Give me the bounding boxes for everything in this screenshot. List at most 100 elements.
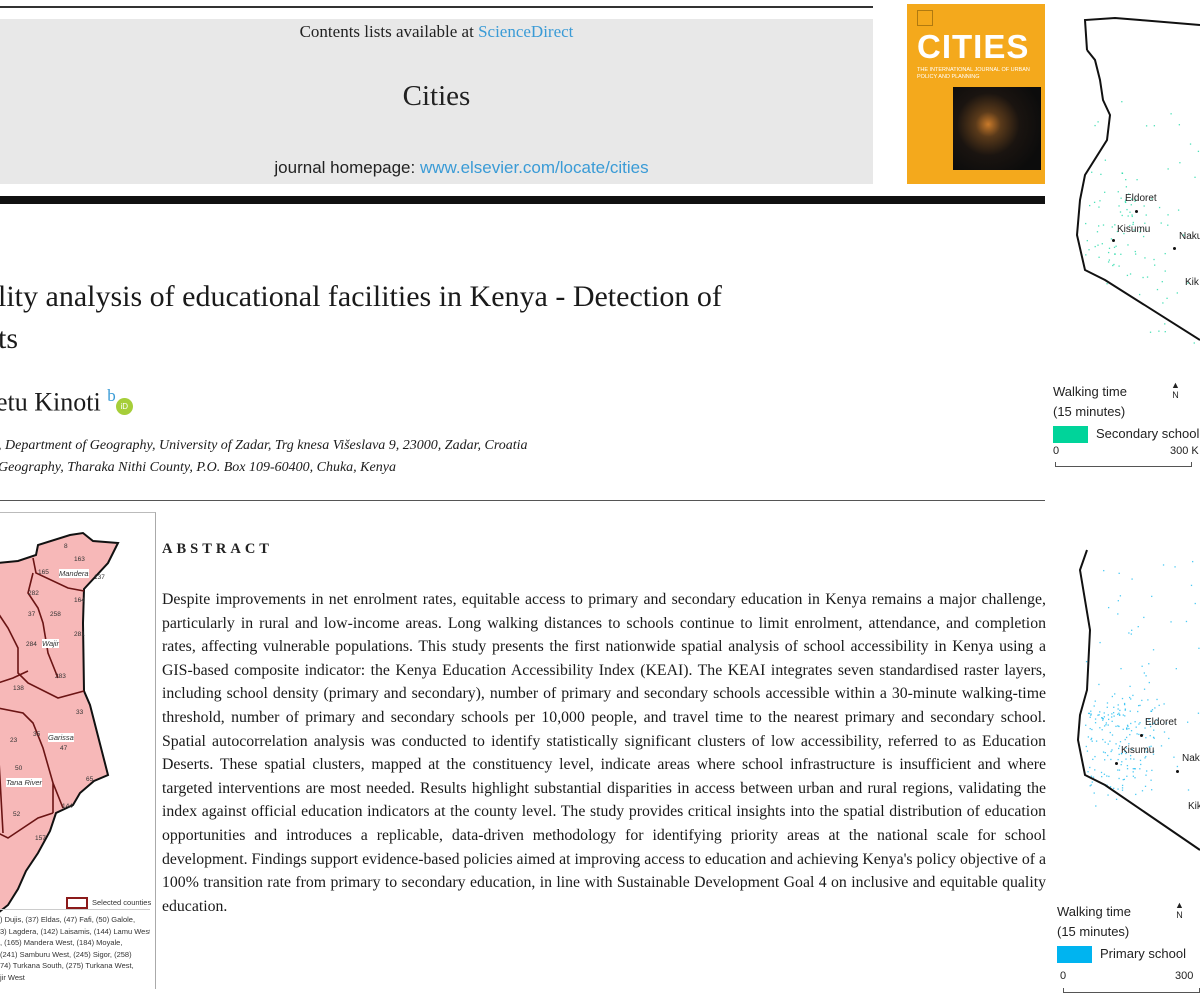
accessibility-dot: [1126, 274, 1129, 277]
scale-start: 0: [1053, 445, 1060, 457]
accessibility-dot: [1108, 775, 1110, 778]
accessibility-dot: [1125, 736, 1128, 739]
accessibility-dot: [1109, 786, 1112, 788]
accessibility-dot: [1111, 226, 1113, 228]
accessibility-dot: [1113, 787, 1115, 790]
journal-cover: CITIES THE INTERNATIONAL JOURNAL OF URBA…: [907, 4, 1045, 184]
accessibility-dot: [1101, 729, 1103, 731]
divider: [0, 500, 1045, 501]
legend-swatch: [66, 897, 88, 909]
city-marker: [1135, 210, 1138, 213]
accessibility-dot: [1153, 258, 1155, 261]
accessibility-dot: [1131, 629, 1133, 631]
city-label: Kiku: [1188, 801, 1200, 812]
accessibility-dot: [1098, 256, 1100, 258]
accessibility-dot: [1134, 250, 1136, 253]
accessibility-dot: [1138, 293, 1141, 296]
map-label: Mandera: [59, 569, 89, 578]
accessibility-dot: [1145, 719, 1148, 721]
accessibility-dot: [1154, 707, 1156, 709]
map-label: 157: [35, 835, 46, 842]
accessibility-dot: [1148, 718, 1150, 721]
accessibility-dot: [1104, 159, 1107, 161]
accessibility-dot: [1112, 264, 1114, 267]
accessibility-dot: [1131, 214, 1133, 216]
map-label: 258: [50, 611, 61, 618]
accessibility-dot: [1086, 750, 1089, 752]
map-label: 144: [62, 803, 73, 810]
accessibility-dot: [1123, 232, 1125, 235]
accessibility-dot: [1152, 753, 1155, 755]
homepage-link[interactable]: www.elsevier.com/locate/cities: [419, 158, 649, 177]
accessibility-dot: [1178, 124, 1181, 126]
accessibility-dot: [1125, 758, 1127, 760]
accessibility-dot: [1145, 755, 1147, 758]
map-label: 33: [76, 709, 84, 716]
accessibility-dot: [1163, 703, 1165, 705]
accessibility-dot: [1117, 758, 1119, 761]
map-label: 65: [86, 776, 94, 783]
caption-line: 3) Lagdera, (142) Laisamis, (144) Lamu W…: [0, 926, 150, 936]
accessibility-dot: [1194, 176, 1196, 178]
city-label: Kisumu: [1117, 224, 1151, 235]
accessibility-dot: [1114, 253, 1116, 255]
accessibility-dot: [1148, 681, 1150, 684]
accessibility-dot: [1173, 756, 1175, 758]
accessibility-dot: [1102, 719, 1104, 721]
sciencedirect-link[interactable]: ScienceDirect: [478, 22, 574, 41]
accessibility-dot: [1144, 222, 1146, 224]
accessibility-dot: [1110, 758, 1112, 761]
accessibility-dot: [1111, 734, 1114, 736]
accessibility-dot: [1151, 789, 1153, 791]
map-label: 8: [64, 543, 68, 550]
accessibility-dot: [1094, 245, 1096, 248]
accessibility-dot: [1152, 736, 1155, 739]
city-label: Naku: [1179, 231, 1200, 242]
accessibility-dot: [1165, 722, 1168, 724]
accessibility-dot: [1137, 625, 1139, 628]
accessibility-dot: [1129, 734, 1131, 736]
orcid-icon[interactable]: iD: [115, 397, 133, 415]
affiliation-marker[interactable]: b: [107, 386, 116, 405]
accessibility-dot: [1149, 331, 1152, 333]
city-label: Eldoret: [1145, 717, 1177, 728]
accessibility-dot: [1153, 722, 1155, 725]
accessibility-dot: [1121, 172, 1124, 174]
abstract-heading: ABSTRACT: [162, 541, 273, 557]
accessibility-dot: [1122, 728, 1124, 730]
accessibility-dot: [1126, 728, 1128, 731]
primary-school-map: [1076, 549, 1200, 851]
accessibility-dot: [1104, 759, 1106, 761]
accessibility-dot: [1194, 602, 1196, 605]
accessibility-dot: [1108, 247, 1111, 249]
caption-rule: [0, 909, 150, 910]
accessibility-dot: [1143, 205, 1145, 207]
author-name[interactable]: etu Kinoti: [0, 387, 101, 417]
accessibility-dot: [1123, 778, 1126, 781]
accessibility-dot: [1153, 125, 1156, 127]
map-label: 35: [33, 731, 41, 738]
accessibility-dot: [1140, 763, 1142, 766]
accessibility-dot: [1147, 699, 1149, 701]
title-line-1: lity analysis of educational facilities …: [0, 280, 722, 313]
accessibility-dot: [1118, 747, 1120, 750]
abstract-text: Despite improvements in net enrolment ra…: [162, 591, 1046, 915]
accessibility-dot: [1118, 572, 1120, 574]
accessibility-dot: [1142, 235, 1145, 238]
accessibility-dot: [1101, 717, 1103, 719]
accessibility-dot: [1117, 600, 1119, 602]
cover-title: CITIES: [917, 28, 1030, 65]
map-label: 282: [28, 590, 39, 597]
top-rule: [0, 6, 873, 8]
accessibility-dot: [1121, 214, 1123, 217]
legend-subtitle: (15 minutes): [1057, 924, 1130, 939]
accessibility-dot: [1117, 191, 1119, 193]
accessibility-dot: [1121, 697, 1124, 700]
legend-item: Secondary school: [1096, 426, 1200, 441]
county-borders: [0, 557, 85, 839]
accessibility-dot: [1139, 759, 1142, 762]
accessibility-dot: [1167, 168, 1169, 170]
accessibility-dot: [1099, 200, 1101, 202]
accessibility-dot: [1124, 709, 1126, 711]
accessibility-dot: [1137, 710, 1139, 713]
